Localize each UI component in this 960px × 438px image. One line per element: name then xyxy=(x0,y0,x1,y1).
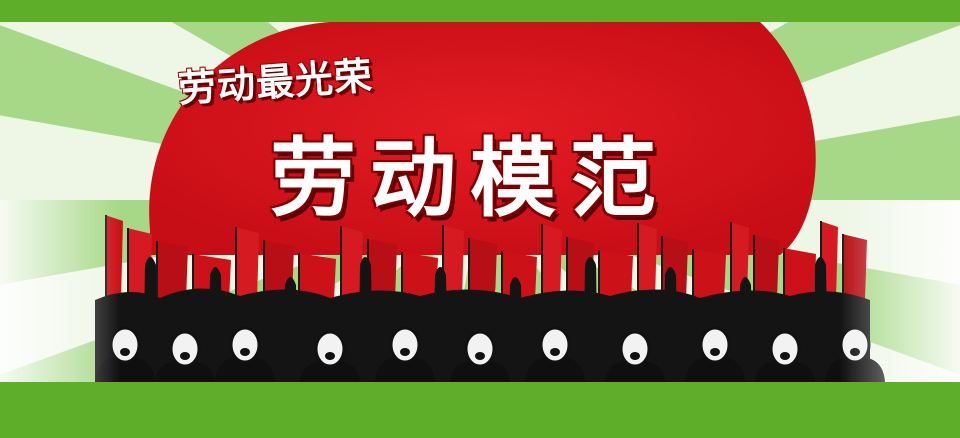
person-body xyxy=(300,360,360,382)
raised-fist xyxy=(209,267,222,330)
flag-pole xyxy=(263,240,265,330)
sunburst-ray xyxy=(480,25,960,200)
flag xyxy=(468,238,497,300)
flag-pole xyxy=(541,224,543,314)
raised-fist xyxy=(434,267,447,330)
flag xyxy=(598,250,633,300)
flag xyxy=(783,248,816,300)
raised-fist xyxy=(284,277,297,330)
right-fade xyxy=(840,200,960,382)
person-mouth xyxy=(180,352,190,360)
raised-fist xyxy=(584,257,597,330)
red-sun xyxy=(149,22,816,255)
flag-pole xyxy=(127,228,129,318)
person-mouth xyxy=(325,352,335,360)
person-body xyxy=(450,360,510,382)
flag xyxy=(692,249,726,300)
person-mouth xyxy=(400,348,410,356)
flag-pole xyxy=(783,248,785,338)
person-mouth xyxy=(710,348,720,356)
person-mouth xyxy=(475,352,485,360)
person-face xyxy=(169,330,201,368)
left-fade xyxy=(0,200,120,382)
person-mouth xyxy=(780,352,790,360)
flag xyxy=(156,241,188,300)
person-mouth xyxy=(120,348,130,356)
person-face xyxy=(769,330,801,368)
raised-fist xyxy=(509,277,522,330)
person-face xyxy=(539,326,571,364)
bottom-band xyxy=(0,382,960,438)
person-face xyxy=(464,330,496,368)
person-mouth xyxy=(240,348,250,356)
main-title: 劳动模范 xyxy=(270,129,670,229)
person-body xyxy=(525,356,585,382)
raised-fist xyxy=(144,257,157,330)
flag xyxy=(235,227,259,300)
flag xyxy=(637,223,657,300)
flag-pole xyxy=(340,226,342,316)
flag xyxy=(367,239,397,300)
flag xyxy=(442,225,464,300)
raised-fist xyxy=(739,277,752,330)
flag xyxy=(298,253,336,300)
person-body xyxy=(215,356,275,382)
flag-pole xyxy=(730,222,732,312)
person-mouth xyxy=(630,352,640,360)
flag-pole xyxy=(468,238,470,328)
flag-pole xyxy=(753,235,755,325)
person-face xyxy=(229,326,261,364)
flag-pole xyxy=(156,241,158,331)
person-body xyxy=(605,360,665,382)
person-body xyxy=(375,356,435,382)
raised-fist xyxy=(359,257,372,330)
person-body xyxy=(685,356,745,382)
flag-pole xyxy=(235,227,237,317)
flag-pole xyxy=(637,223,639,313)
flag xyxy=(401,252,438,300)
flag-pole xyxy=(566,237,568,327)
flag xyxy=(541,224,562,300)
person-mouth xyxy=(550,348,560,356)
person-face xyxy=(699,326,731,364)
raised-fist xyxy=(664,267,677,330)
person-face xyxy=(619,330,651,368)
flag xyxy=(753,235,779,300)
flag xyxy=(340,226,363,300)
person-body xyxy=(755,360,815,382)
flag-pole xyxy=(661,236,663,326)
person-body xyxy=(155,360,215,382)
raised-fist xyxy=(814,257,827,330)
person-face xyxy=(314,330,346,368)
person-face xyxy=(389,326,421,364)
flag-pole xyxy=(692,249,694,339)
